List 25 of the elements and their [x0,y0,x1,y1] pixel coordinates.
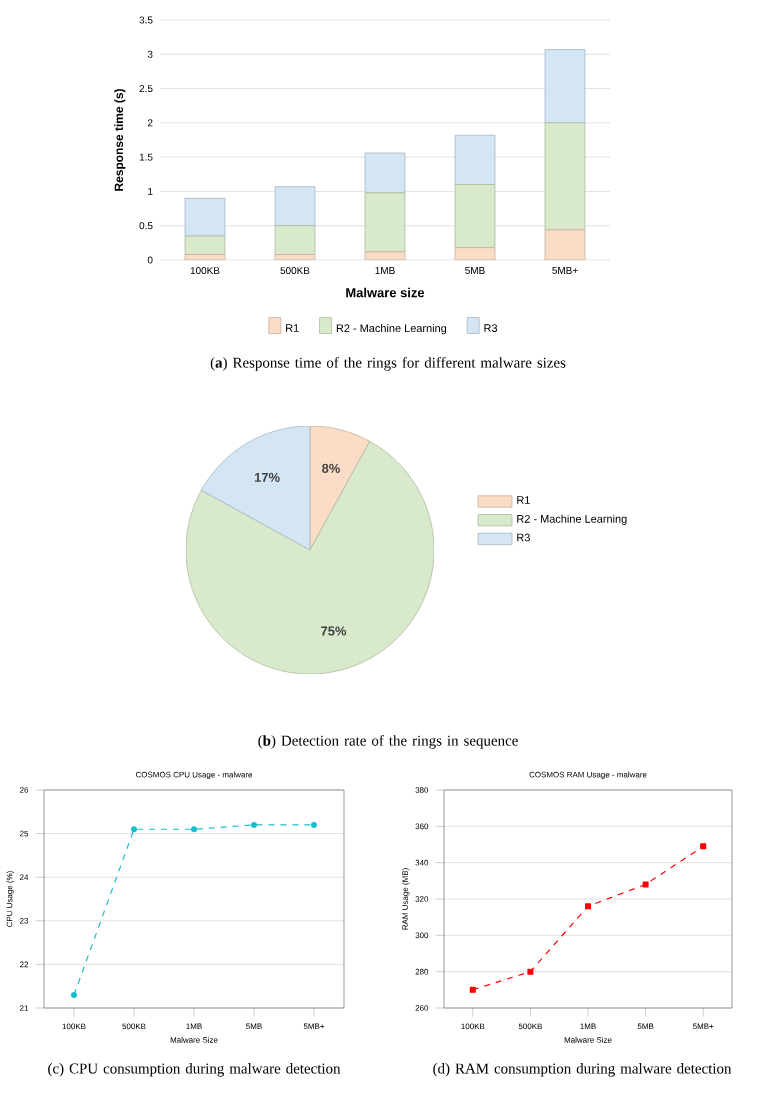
bar [184,197,226,237]
bar [454,134,496,185]
point [527,968,534,975]
bar [274,254,316,260]
bar [184,254,226,260]
point [642,881,649,888]
point [585,903,591,910]
point [469,986,476,993]
bar [364,251,406,260]
bar [274,186,316,227]
point [700,843,707,850]
bar [454,247,496,260]
point [191,826,197,833]
bar [364,152,406,194]
bar [544,122,586,231]
bar [544,49,586,124]
bar [454,184,496,249]
point [311,821,317,828]
bar [184,235,226,255]
bar [274,225,316,255]
bar [364,192,406,253]
point [251,821,257,828]
bar [544,229,586,260]
point [71,991,77,998]
point [131,826,137,833]
